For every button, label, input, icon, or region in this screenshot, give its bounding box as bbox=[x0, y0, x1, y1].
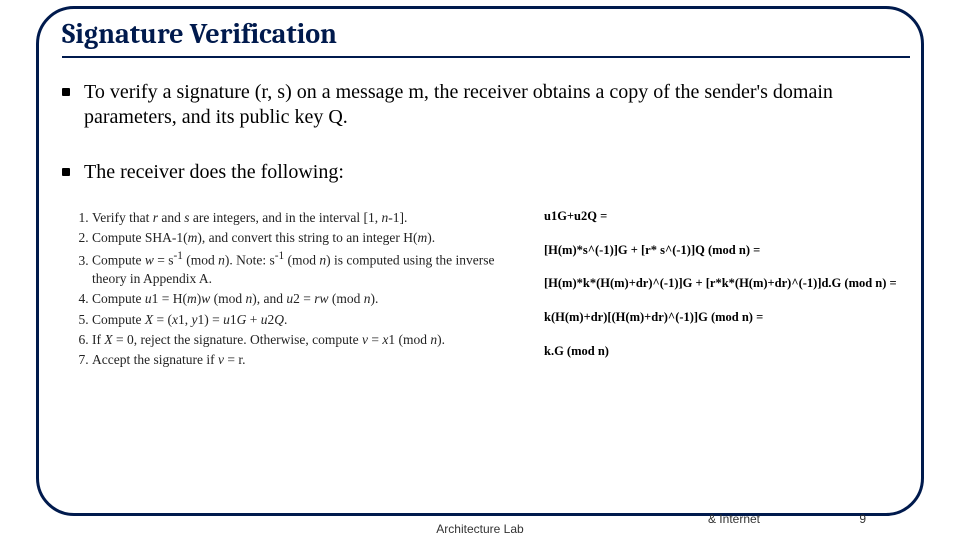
step-1: Verify that r and s are integers, and in… bbox=[92, 209, 532, 227]
step-5: Compute X = (x1, y1) = u1G + u2Q. bbox=[92, 311, 532, 329]
bullet-1-text: To verify a signature (r, s) on a messag… bbox=[84, 80, 910, 130]
step-2: Compute SHA-1(m), and convert this strin… bbox=[92, 229, 532, 247]
bullet-2: The receiver does the following: bbox=[62, 160, 910, 185]
bullet-dot bbox=[62, 88, 70, 96]
deriv-line-4: k(H(m)+dr)[(H(m)+dr)^(-1)]G (mod n) = bbox=[544, 310, 904, 326]
slide-footer: Architecture Lab & Internet 9 bbox=[0, 508, 960, 536]
bullet-1: To verify a signature (r, s) on a messag… bbox=[62, 80, 910, 130]
two-column-area: Verify that r and s are integers, and in… bbox=[62, 209, 910, 377]
bullet-dot bbox=[62, 168, 70, 176]
step-3: Compute w = s-1 (mod n). Note: s-1 (mod … bbox=[92, 249, 532, 288]
step-6: If X = 0, reject the signature. Otherwis… bbox=[92, 331, 532, 349]
derivation-column: u1G+u2Q = [H(m)*s^(-1)]G + [r* s^(-1)]Q … bbox=[544, 209, 910, 377]
slide-frame: Signature Verification To verify a signa… bbox=[0, 0, 960, 540]
content-area: Signature Verification To verify a signa… bbox=[62, 18, 910, 377]
bullet-2-text: The receiver does the following: bbox=[84, 160, 344, 185]
deriv-line-3: [H(m)*k*(H(m)+dr)^(-1)]G + [r*k*(H(m)+dr… bbox=[544, 276, 904, 292]
slide-title: Signature Verification bbox=[62, 18, 910, 58]
deriv-line-1: u1G+u2Q = bbox=[544, 209, 904, 225]
footer-page-number: 9 bbox=[859, 512, 866, 526]
deriv-line-5: k.G (mod n) bbox=[544, 344, 904, 360]
step-4: Compute u1 = H(m)w (mod n), and u2 = rw … bbox=[92, 290, 532, 308]
steps-column: Verify that r and s are integers, and in… bbox=[62, 209, 532, 377]
footer-right-text: & Internet bbox=[708, 512, 760, 526]
step-7: Accept the signature if v = r. bbox=[92, 351, 532, 369]
footer-center: Architecture Lab bbox=[436, 523, 523, 536]
deriv-line-2: [H(m)*s^(-1)]G + [r* s^(-1)]Q (mod n) = bbox=[544, 243, 904, 259]
numbered-steps: Verify that r and s are integers, and in… bbox=[66, 209, 532, 369]
